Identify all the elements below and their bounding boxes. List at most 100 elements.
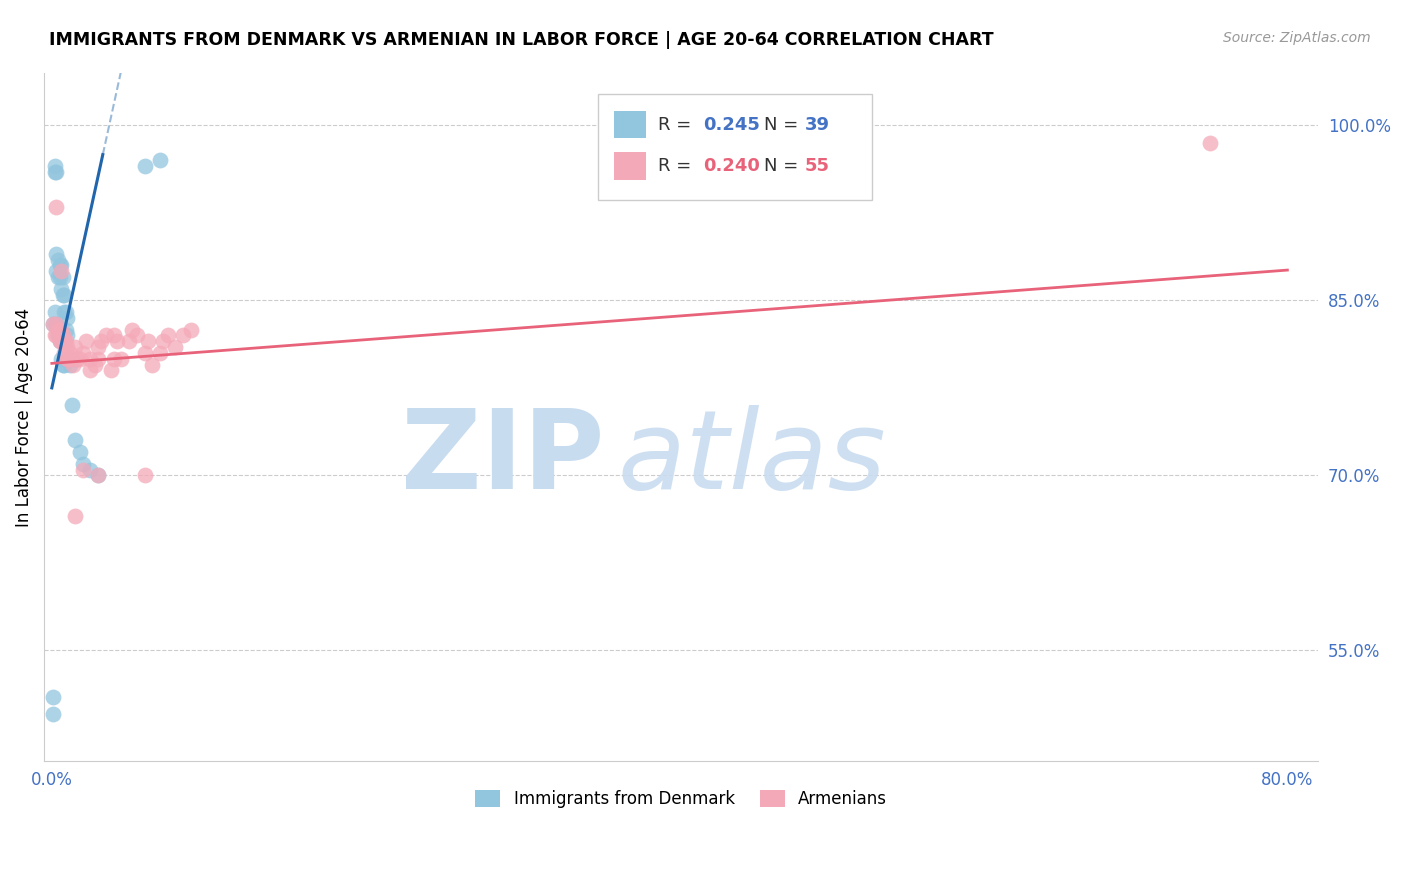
Point xyxy=(90,334,112,349)
Point xyxy=(49,322,72,336)
Point xyxy=(45,264,67,278)
Point xyxy=(56,328,79,343)
Point xyxy=(141,358,163,372)
Text: Source: ZipAtlas.com: Source: ZipAtlas.com xyxy=(1223,31,1371,45)
Point xyxy=(165,340,187,354)
Text: N =: N = xyxy=(763,157,804,175)
Point xyxy=(52,287,75,301)
Point xyxy=(44,305,66,319)
Point xyxy=(45,200,67,214)
Point xyxy=(56,310,79,325)
Text: 39: 39 xyxy=(804,116,830,134)
Point xyxy=(48,334,70,349)
Point xyxy=(63,340,86,354)
Point xyxy=(48,259,70,273)
Point xyxy=(59,358,82,372)
Text: R =: R = xyxy=(658,157,697,175)
Point xyxy=(42,317,65,331)
Point xyxy=(172,328,194,343)
Point xyxy=(45,165,67,179)
Point xyxy=(44,159,66,173)
Point xyxy=(46,270,69,285)
Point xyxy=(49,264,72,278)
Point xyxy=(49,334,72,349)
Legend: Immigrants from Denmark, Armenians: Immigrants from Denmark, Armenians xyxy=(468,783,894,814)
Text: 0.240: 0.240 xyxy=(703,157,759,175)
Point xyxy=(79,462,101,476)
Point xyxy=(49,259,72,273)
Point xyxy=(55,322,77,336)
Point xyxy=(65,351,87,366)
Point xyxy=(48,322,70,336)
Point xyxy=(134,159,156,173)
Point xyxy=(52,358,75,372)
Point xyxy=(55,305,77,319)
Point xyxy=(72,462,94,476)
Point xyxy=(56,351,79,366)
Point xyxy=(149,153,172,168)
Text: 0.245: 0.245 xyxy=(703,116,759,134)
Text: ZIP: ZIP xyxy=(401,405,605,512)
Point xyxy=(69,351,91,366)
Point xyxy=(53,287,76,301)
Point xyxy=(52,270,75,285)
Point xyxy=(53,358,76,372)
Point xyxy=(125,328,148,343)
Point xyxy=(56,340,79,354)
Point xyxy=(94,328,117,343)
Point xyxy=(45,246,67,260)
FancyBboxPatch shape xyxy=(599,94,872,201)
Text: 55: 55 xyxy=(804,157,830,175)
Point xyxy=(72,346,94,360)
Point xyxy=(105,334,128,349)
Point xyxy=(103,328,125,343)
Point xyxy=(100,363,122,377)
Point xyxy=(46,322,69,336)
Text: atlas: atlas xyxy=(617,405,886,512)
Point xyxy=(42,707,65,722)
Point xyxy=(79,363,101,377)
Point xyxy=(156,328,179,343)
Text: R =: R = xyxy=(658,116,697,134)
Point xyxy=(63,434,86,448)
Point xyxy=(55,334,77,349)
Point xyxy=(121,322,143,336)
Point xyxy=(180,322,202,336)
Point xyxy=(60,351,83,366)
Point xyxy=(72,457,94,471)
Text: IMMIGRANTS FROM DENMARK VS ARMENIAN IN LABOR FORCE | AGE 20-64 CORRELATION CHART: IMMIGRANTS FROM DENMARK VS ARMENIAN IN L… xyxy=(49,31,994,49)
Point xyxy=(134,468,156,483)
Point xyxy=(44,328,66,343)
Point xyxy=(103,351,125,366)
Point xyxy=(84,358,107,372)
Point xyxy=(134,346,156,360)
Point xyxy=(46,252,69,267)
Point xyxy=(48,270,70,285)
Point xyxy=(60,398,83,412)
Point xyxy=(58,351,80,366)
Point xyxy=(1199,136,1222,150)
Point xyxy=(45,328,67,343)
Point xyxy=(45,317,67,331)
Point xyxy=(49,282,72,296)
Point xyxy=(42,317,65,331)
Point xyxy=(46,328,69,343)
Point xyxy=(136,334,159,349)
Point xyxy=(44,165,66,179)
Point xyxy=(45,317,67,331)
Point xyxy=(58,351,80,366)
Point xyxy=(79,351,101,366)
Point xyxy=(53,305,76,319)
Point xyxy=(48,334,70,349)
Point xyxy=(53,346,76,360)
Point xyxy=(110,351,132,366)
FancyBboxPatch shape xyxy=(613,153,645,179)
Point xyxy=(149,346,172,360)
Text: N =: N = xyxy=(763,116,804,134)
Point xyxy=(42,690,65,704)
FancyBboxPatch shape xyxy=(613,111,645,138)
Point xyxy=(87,468,110,483)
Point xyxy=(152,334,174,349)
Point xyxy=(87,340,110,354)
Point xyxy=(87,351,110,366)
